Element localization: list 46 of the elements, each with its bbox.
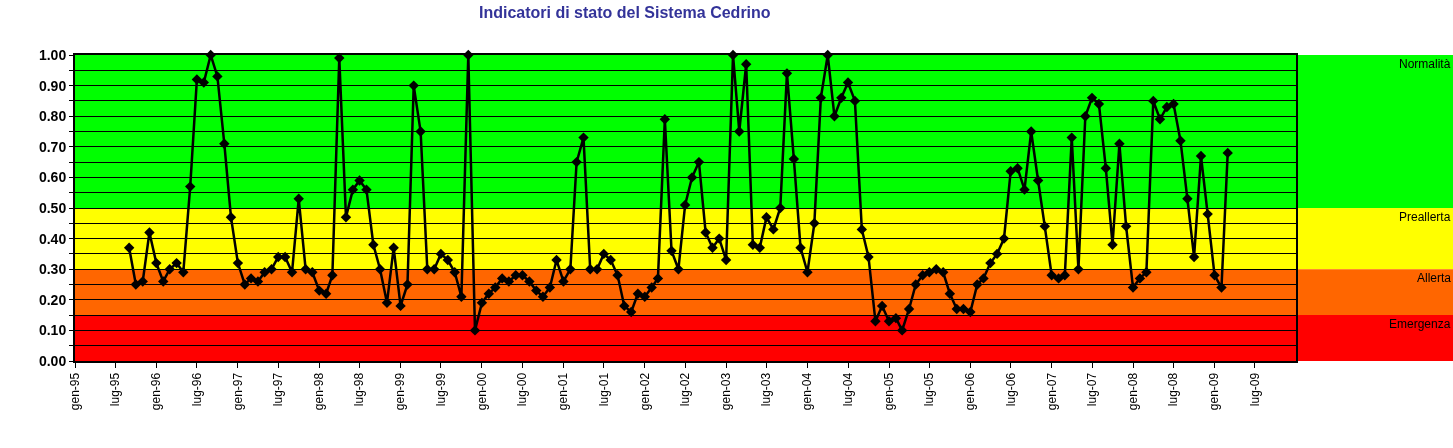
x-tick-label: lug-06 (1003, 372, 1018, 407)
x-tick-label: gen-05 (881, 372, 896, 411)
y-tick-label: 0.70 (38, 138, 67, 155)
x-tick-label: lug-02 (678, 372, 693, 407)
x-tick-label: lug-07 (1084, 372, 1099, 407)
y-tick-label: 0.60 (38, 169, 67, 186)
y-tick-label: 0.40 (38, 230, 67, 247)
y-tick-label: 0.30 (38, 261, 67, 278)
x-tick-label: lug-97 (271, 372, 286, 407)
y-tick-label: 1.00 (38, 46, 67, 63)
x-tick-label: lug-04 (840, 372, 855, 407)
x-tick-label: lug-03 (759, 372, 774, 407)
x-tick-label: gen-06 (963, 372, 978, 411)
band-label: Preallerta (1399, 210, 1451, 224)
x-tick-label: gen-99 (393, 372, 408, 411)
chart-title: Indicatori di stato del Sistema Cedrino (478, 3, 771, 21)
x-tick-label: lug-01 (596, 372, 611, 407)
x-tick-label: gen-07 (1044, 372, 1059, 411)
x-tick-label: lug-98 (352, 372, 367, 407)
x-tick-label: lug-08 (1166, 372, 1181, 407)
y-tick-label: 0.00 (38, 352, 67, 369)
x-tick-label: gen-02 (637, 372, 652, 411)
y-tick-label: 0.50 (38, 199, 67, 216)
x-tick-label: lug-09 (1247, 372, 1262, 407)
x-tick-label: gen-95 (67, 372, 82, 411)
x-tick-label: gen-00 (474, 372, 489, 411)
x-tick-label: lug-95 (108, 372, 123, 407)
x-tick-label: gen-97 (230, 372, 245, 411)
band-label: Allerta (1417, 271, 1452, 285)
x-tick-label: gen-96 (149, 372, 164, 411)
x-tick-label: lug-05 (922, 372, 937, 407)
x-tick-label: gen-01 (556, 372, 571, 411)
band-label: Normalità (1399, 57, 1451, 71)
x-tick-label: gen-09 (1207, 372, 1222, 411)
x-tick-label: lug-00 (515, 372, 530, 407)
y-tick-label: 0.80 (38, 108, 67, 125)
x-tick-label: gen-08 (1125, 372, 1140, 411)
y-tick-label: 0.90 (38, 77, 67, 94)
y-tick-label: 0.10 (38, 322, 67, 339)
x-tick-label: gen-03 (719, 372, 734, 411)
band-label: Emergenza (1389, 317, 1451, 331)
x-tick-label: gen-98 (312, 372, 327, 411)
y-tick-label: 0.20 (38, 291, 67, 308)
x-tick-label: gen-04 (800, 372, 815, 411)
x-tick-label: lug-96 (189, 372, 204, 407)
x-tick-label: lug-99 (433, 372, 448, 407)
